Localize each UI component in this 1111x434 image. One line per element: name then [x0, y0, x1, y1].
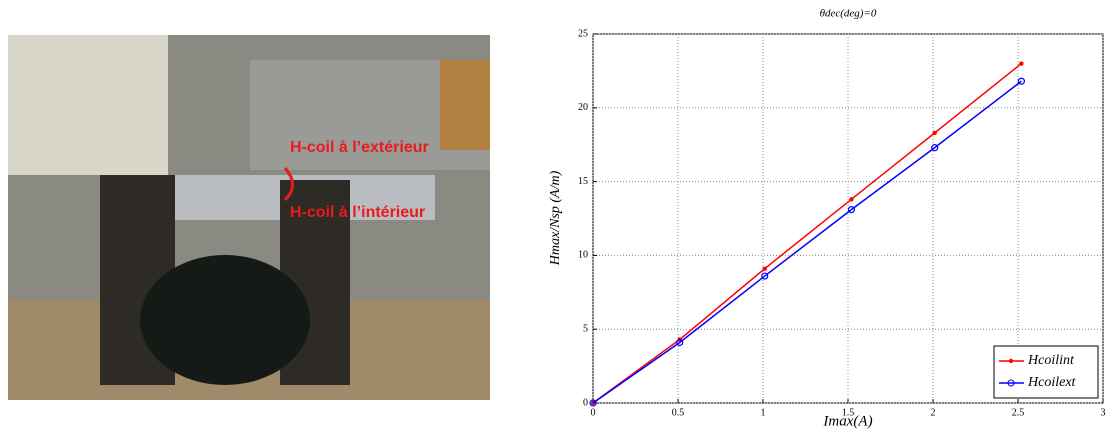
chart-title: θdec(deg)=0: [820, 8, 877, 20]
legend-label: Hcoilext: [1027, 375, 1077, 390]
point: [1019, 61, 1024, 66]
x-tick-label: 1.5: [842, 407, 855, 418]
x-tick-label: 2: [931, 407, 936, 418]
y-axis-label: Hmax/Nsp (A/m): [548, 170, 563, 266]
y-tick-label: 0: [583, 397, 588, 408]
x-tick-label: 2.5: [1012, 407, 1025, 418]
label-interior: H-coil à l’intérieur: [290, 204, 425, 221]
photo: H-coil à l’extérieur H-coil à l’intérieu…: [8, 35, 490, 400]
point: [931, 144, 939, 152]
point: [849, 197, 854, 202]
coil: [140, 255, 310, 385]
series-line: [592, 80, 1022, 404]
point: [761, 272, 769, 280]
chart: θdec(deg)=0 Imax(A) Hmax/Nsp (A/m) 0 0.5 1…: [548, 8, 1105, 430]
x-tick-label: 3: [1101, 407, 1106, 418]
arrow: [283, 167, 294, 202]
point: [762, 266, 767, 271]
y-tick-label: 15: [578, 176, 588, 187]
legend-box: [993, 345, 1099, 399]
y-tick-label: 25: [578, 28, 588, 39]
y-tick-label: 5: [583, 323, 588, 334]
point: [932, 130, 937, 136]
legend-label: Hcoilint: [1027, 353, 1075, 368]
x-tick-label: 0: [591, 407, 596, 418]
y-tick-label: 10: [578, 250, 588, 261]
wood: [440, 60, 490, 150]
point: [1017, 77, 1026, 85]
point: [676, 338, 684, 347]
label-exterior: H-coil à l’extérieur: [290, 139, 429, 156]
point: [589, 399, 597, 407]
x-axis-label: Imax(A): [822, 413, 872, 429]
x-tick-label: 0.5: [672, 407, 685, 418]
poster: [8, 35, 168, 175]
series-line: [592, 62, 1022, 404]
y-tick-label: 20: [578, 102, 588, 113]
point: [847, 206, 856, 214]
legend-marker: [1008, 358, 1014, 364]
x-tick-label: 1: [761, 407, 766, 418]
legend-marker: [1007, 379, 1015, 387]
